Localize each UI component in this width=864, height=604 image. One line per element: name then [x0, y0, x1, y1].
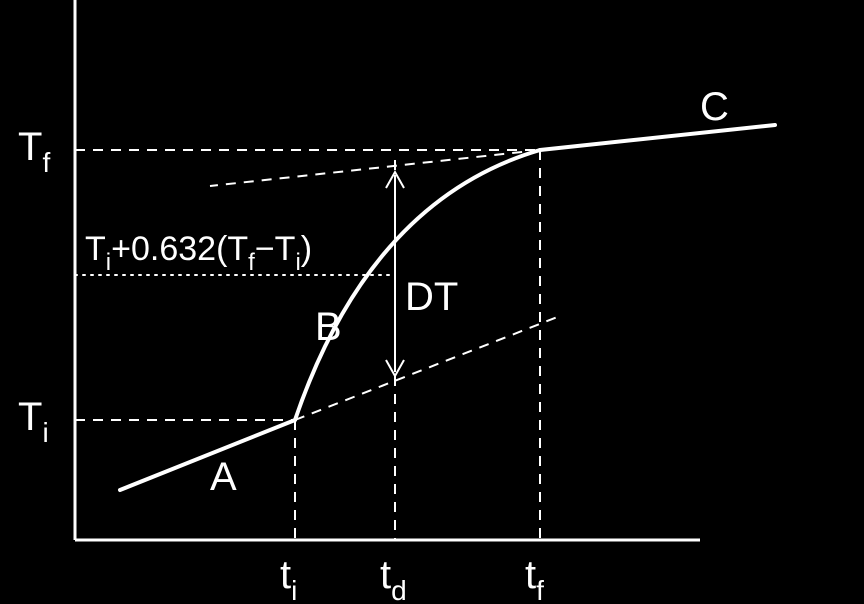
label-td-x: td [380, 553, 407, 604]
segment-c [540, 125, 775, 150]
label-ti-x: ti [280, 553, 297, 604]
label-tf: Tf [18, 125, 50, 178]
label-b: B [315, 305, 342, 349]
label-c: C [700, 85, 729, 129]
label-ti-y: Ti [18, 395, 49, 448]
label-ti-sub: i [42, 417, 48, 448]
label-tf-x: tf [525, 553, 544, 604]
label-tf-sub: f [42, 147, 50, 178]
diagram-canvas: Tf Ti Ti+0.632(Tf−Ti) A B C DT ti td tf [0, 0, 864, 604]
segment-a [120, 420, 295, 490]
label-dt: DT [405, 275, 458, 319]
label-ti-main: T [18, 395, 42, 439]
label-t632: Ti+0.632(Tf−Ti) [85, 230, 312, 276]
label-tf-main: T [18, 125, 42, 169]
label-a: A [210, 455, 237, 499]
